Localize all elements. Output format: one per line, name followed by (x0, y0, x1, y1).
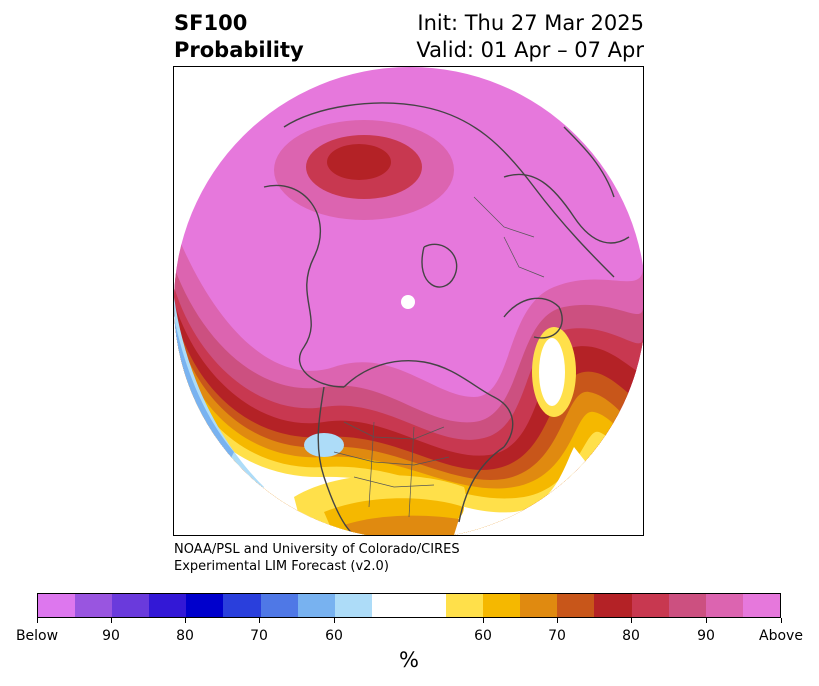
map-title: SF100 Probability (174, 10, 304, 64)
colorbar-tickmark (185, 618, 186, 623)
colorbar-tickmark (781, 618, 782, 623)
colorbar-tick-label: 60 (325, 628, 343, 644)
westcoast-blue (304, 433, 344, 457)
colorbar-segment (446, 594, 484, 617)
colorbar-segment (557, 594, 595, 617)
colorbar-segment (112, 594, 150, 617)
polar-map (173, 66, 644, 536)
colorbar-segment (631, 594, 669, 617)
colorbar-segment (668, 594, 706, 617)
colorbar-segment (705, 594, 743, 617)
credits-line-1: NOAA/PSL and University of Colorado/CIRE… (174, 542, 460, 557)
colorbar-segment (334, 594, 372, 617)
credits: NOAA/PSL and University of Colorado/CIRE… (174, 541, 460, 575)
colorbar-tickmark (557, 618, 558, 623)
colorbar-tickmark (483, 618, 484, 623)
colorbar-tickmark (631, 618, 632, 623)
colorbar (37, 593, 781, 618)
colorbar-tick-label: 70 (250, 628, 268, 644)
colorbar-tick-label: Above (759, 628, 803, 644)
colorbar-tick-label: 80 (176, 628, 194, 644)
credits-line-2: Experimental LIM Forecast (v2.0) (174, 559, 389, 574)
colorbar-segment (149, 594, 187, 617)
colorbar-tickmark (111, 618, 112, 623)
colorbar-segment (520, 594, 558, 617)
colorbar-segment (371, 594, 409, 617)
forecast-dates: Init: Thu 27 Mar 2025 Valid: 01 Apr – 07… (416, 10, 644, 64)
colorbar-segment (186, 594, 224, 617)
colorbar-segment (75, 594, 113, 617)
colorbar-segment (260, 594, 298, 617)
colorbar-segment (223, 594, 261, 617)
colorbar-tick-label: 60 (474, 628, 492, 644)
colorbar-tick-label: 90 (697, 628, 715, 644)
colorbar-tickmark (334, 618, 335, 623)
colorbar-segment (483, 594, 521, 617)
colorbar-tick-label: 80 (622, 628, 640, 644)
init-date: Init: Thu 27 Mar 2025 (417, 11, 644, 35)
colorbar-tick-label: 90 (102, 628, 120, 644)
title-line-1: SF100 (174, 11, 248, 35)
colorbar-segment (742, 594, 780, 617)
title-line-2: Probability (174, 38, 304, 62)
colorbar-segment (38, 594, 76, 617)
atlantic-low-signal (539, 338, 565, 406)
colorbar-segment (594, 594, 632, 617)
colorbar-segment (408, 594, 447, 617)
pole-hole (401, 295, 415, 309)
colorbar-tick-label: Below (15, 628, 59, 644)
contour-75 (327, 144, 391, 180)
colorbar-unit: % (399, 648, 419, 672)
colorbar-tickmark (37, 618, 38, 623)
valid-date: Valid: 01 Apr – 07 Apr (416, 38, 644, 62)
colorbar-tickmark (259, 618, 260, 623)
colorbar-tick-label: 70 (548, 628, 566, 644)
probability-map-svg (174, 67, 643, 535)
colorbar-tickmark (706, 618, 707, 623)
colorbar-segment (297, 594, 335, 617)
